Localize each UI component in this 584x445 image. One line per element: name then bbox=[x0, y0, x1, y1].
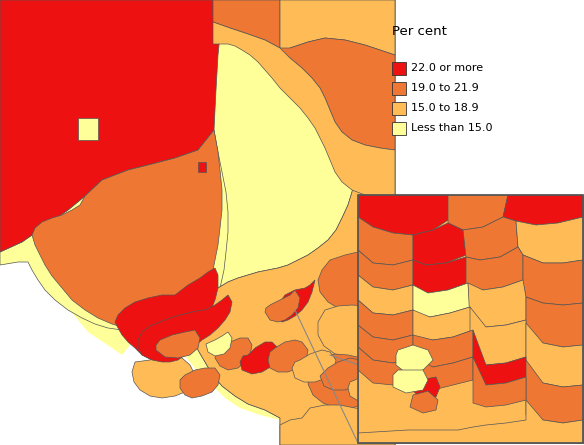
Polygon shape bbox=[138, 295, 232, 362]
Polygon shape bbox=[115, 268, 218, 362]
Bar bbox=[358, 195, 583, 443]
Polygon shape bbox=[193, 0, 395, 445]
Polygon shape bbox=[358, 325, 413, 363]
Polygon shape bbox=[156, 330, 200, 358]
Text: Less than 15.0: Less than 15.0 bbox=[411, 123, 492, 133]
Polygon shape bbox=[358, 250, 413, 290]
Text: 19.0 to 21.9: 19.0 to 21.9 bbox=[411, 83, 479, 93]
Polygon shape bbox=[0, 0, 395, 445]
Polygon shape bbox=[526, 360, 583, 423]
Polygon shape bbox=[413, 330, 473, 367]
Polygon shape bbox=[413, 283, 470, 317]
Polygon shape bbox=[526, 297, 583, 347]
Polygon shape bbox=[413, 257, 468, 293]
Polygon shape bbox=[523, 255, 583, 305]
Polygon shape bbox=[358, 195, 583, 443]
Polygon shape bbox=[0, 0, 220, 252]
Polygon shape bbox=[526, 323, 583, 387]
Polygon shape bbox=[0, 260, 280, 445]
Polygon shape bbox=[448, 195, 508, 230]
Polygon shape bbox=[410, 391, 438, 413]
Polygon shape bbox=[265, 290, 300, 322]
Polygon shape bbox=[198, 162, 206, 172]
Polygon shape bbox=[473, 330, 526, 385]
Polygon shape bbox=[280, 0, 395, 55]
Polygon shape bbox=[308, 354, 395, 408]
Polygon shape bbox=[358, 400, 583, 443]
Polygon shape bbox=[240, 342, 278, 374]
Polygon shape bbox=[393, 370, 428, 393]
Polygon shape bbox=[413, 377, 440, 397]
Polygon shape bbox=[278, 280, 315, 322]
Polygon shape bbox=[280, 38, 395, 150]
Polygon shape bbox=[193, 0, 395, 445]
Polygon shape bbox=[213, 22, 395, 200]
Bar bbox=[392, 102, 406, 115]
Polygon shape bbox=[358, 217, 413, 265]
Polygon shape bbox=[413, 357, 473, 390]
Polygon shape bbox=[206, 332, 232, 356]
Polygon shape bbox=[215, 338, 252, 370]
Polygon shape bbox=[516, 217, 583, 263]
Polygon shape bbox=[132, 355, 195, 398]
Polygon shape bbox=[268, 340, 308, 372]
Polygon shape bbox=[318, 305, 395, 358]
Polygon shape bbox=[292, 350, 336, 382]
Polygon shape bbox=[413, 307, 473, 340]
Polygon shape bbox=[318, 252, 395, 310]
Polygon shape bbox=[396, 345, 433, 373]
Polygon shape bbox=[32, 130, 222, 332]
Polygon shape bbox=[358, 195, 448, 235]
Bar bbox=[392, 82, 406, 95]
Text: Per cent: Per cent bbox=[392, 25, 447, 38]
Polygon shape bbox=[358, 275, 413, 315]
Polygon shape bbox=[348, 370, 394, 402]
Polygon shape bbox=[213, 0, 280, 48]
Polygon shape bbox=[180, 368, 220, 398]
Bar bbox=[392, 122, 406, 135]
Polygon shape bbox=[503, 195, 583, 225]
Polygon shape bbox=[320, 358, 366, 390]
Polygon shape bbox=[78, 118, 98, 140]
Polygon shape bbox=[470, 307, 526, 365]
Bar bbox=[358, 195, 583, 443]
Polygon shape bbox=[473, 357, 526, 407]
Polygon shape bbox=[358, 347, 413, 385]
Polygon shape bbox=[413, 223, 466, 265]
Polygon shape bbox=[463, 217, 518, 260]
Text: 15.0 to 18.9: 15.0 to 18.9 bbox=[411, 103, 479, 113]
Polygon shape bbox=[466, 247, 523, 290]
Bar bbox=[392, 62, 406, 75]
Polygon shape bbox=[0, 130, 228, 330]
Polygon shape bbox=[358, 300, 413, 340]
Polygon shape bbox=[468, 280, 526, 327]
Text: 22.0 or more: 22.0 or more bbox=[411, 63, 483, 73]
Polygon shape bbox=[280, 405, 395, 445]
